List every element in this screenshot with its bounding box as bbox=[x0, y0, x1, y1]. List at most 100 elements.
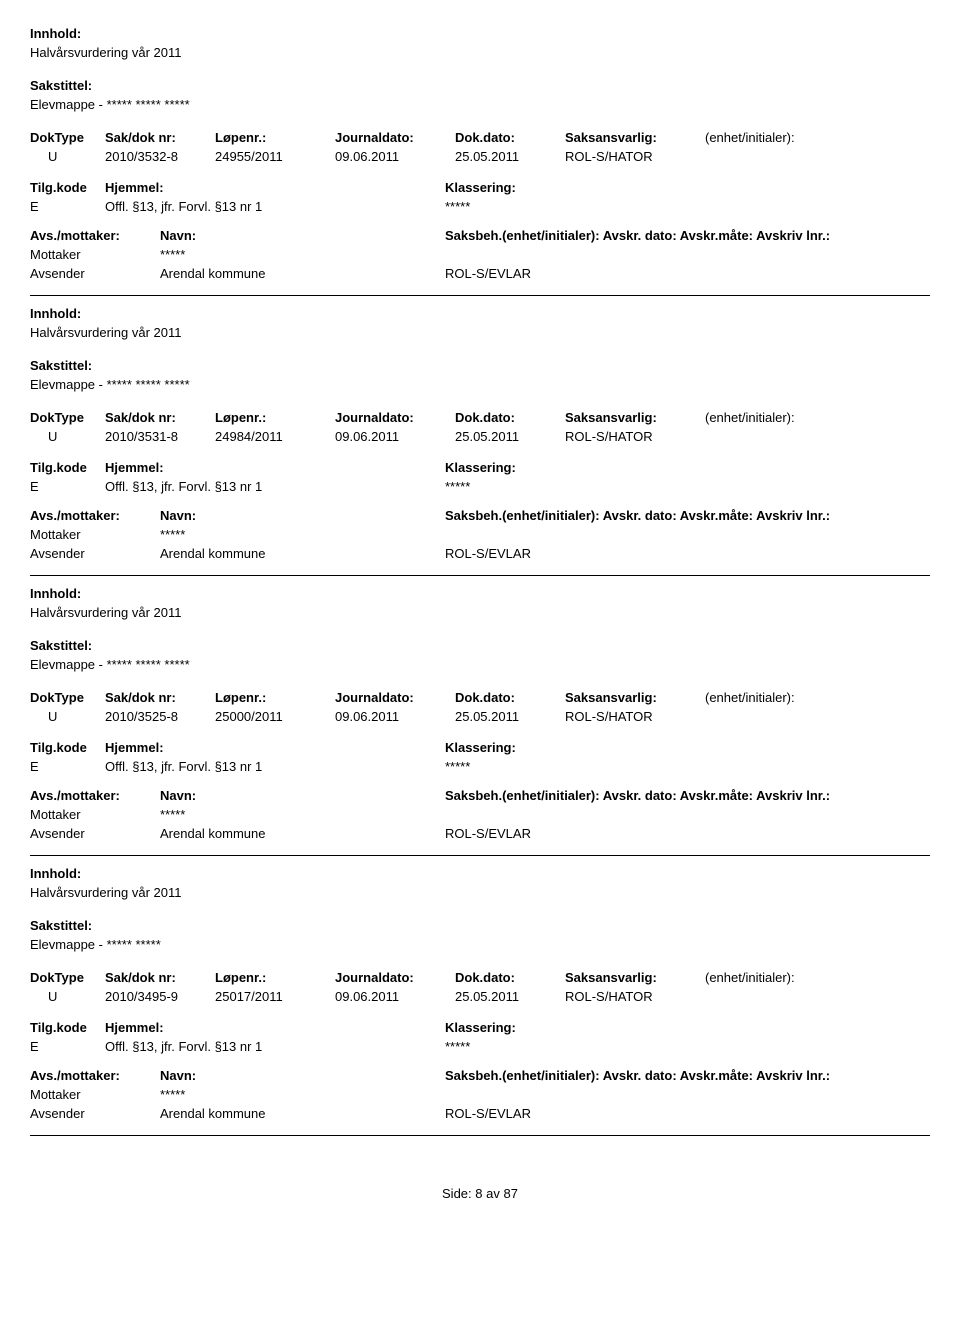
sakstittel-label: Sakstittel: bbox=[30, 358, 930, 373]
innhold-label: Innhold: bbox=[30, 586, 930, 601]
lopenr-label: Løpenr.: bbox=[215, 410, 335, 425]
lopenr-value: 25000/2011 bbox=[215, 709, 335, 724]
footer-page: 8 bbox=[475, 1186, 482, 1201]
sakdok-value: 2010/3495-9 bbox=[105, 989, 215, 1004]
dokdato-value: 25.05.2011 bbox=[455, 709, 565, 724]
lopenr-value: 24955/2011 bbox=[215, 149, 335, 164]
footer-total: 87 bbox=[504, 1186, 518, 1201]
mottaker-label: Mottaker bbox=[30, 247, 160, 262]
lopenr-label: Løpenr.: bbox=[215, 130, 335, 145]
innhold-label: Innhold: bbox=[30, 306, 930, 321]
sakstittel-value: Elevmappe - ***** ***** bbox=[30, 937, 930, 952]
klassering-value: ***** bbox=[445, 479, 930, 494]
avsender-label: Avsender bbox=[30, 1106, 160, 1121]
enhet-label: (enhet/initialer): bbox=[705, 970, 930, 985]
doktype-label: DokType bbox=[30, 970, 105, 985]
navn-label: Navn: bbox=[160, 508, 445, 523]
sakdok-value: 2010/3531-8 bbox=[105, 429, 215, 444]
lopenr-label: Løpenr.: bbox=[215, 970, 335, 985]
avsender-navn: Arendal kommune bbox=[160, 546, 445, 561]
mottaker-label: Mottaker bbox=[30, 527, 160, 542]
klassering-value: ***** bbox=[445, 1039, 930, 1054]
saksbeh-label: Saksbeh.(enhet/initialer): Avskr. dato: … bbox=[445, 228, 930, 243]
doktype-value: U bbox=[30, 429, 105, 444]
journaldato-value: 09.06.2011 bbox=[335, 989, 455, 1004]
mottaker-navn: ***** bbox=[160, 1087, 445, 1102]
avsender-kode: ROL-S/EVLAR bbox=[445, 266, 930, 281]
mottaker-navn: ***** bbox=[160, 247, 445, 262]
saksansvarlig-label: Saksansvarlig: bbox=[565, 970, 705, 985]
navn-label: Navn: bbox=[160, 228, 445, 243]
hjemmel-value: Offl. §13, jfr. Forvl. §13 nr 1 bbox=[105, 479, 445, 494]
enhet-label: (enhet/initialer): bbox=[705, 690, 930, 705]
innhold-value: Halvårsvurdering vår 2011 bbox=[30, 605, 930, 620]
doktype-value: U bbox=[30, 989, 105, 1004]
journal-record: Innhold: Halvårsvurdering vår 2011 Sakst… bbox=[30, 306, 930, 576]
page-footer: Side: 8 av 87 bbox=[30, 1186, 930, 1201]
journaldato-value: 09.06.2011 bbox=[335, 429, 455, 444]
dokdato-value: 25.05.2011 bbox=[455, 989, 565, 1004]
dokdato-label: Dok.dato: bbox=[455, 690, 565, 705]
avsender-navn: Arendal kommune bbox=[160, 1106, 445, 1121]
sakstittel-label: Sakstittel: bbox=[30, 638, 930, 653]
journal-record: Innhold: Halvårsvurdering vår 2011 Sakst… bbox=[30, 866, 930, 1136]
sakstittel-label: Sakstittel: bbox=[30, 78, 930, 93]
avsender-kode: ROL-S/EVLAR bbox=[445, 1106, 930, 1121]
sakdok-value: 2010/3525-8 bbox=[105, 709, 215, 724]
avsmottaker-label: Avs./mottaker: bbox=[30, 788, 160, 803]
dokdato-label: Dok.dato: bbox=[455, 130, 565, 145]
journaldato-label: Journaldato: bbox=[335, 130, 455, 145]
hjemmel-value: Offl. §13, jfr. Forvl. §13 nr 1 bbox=[105, 1039, 445, 1054]
saksbeh-label: Saksbeh.(enhet/initialer): Avskr. dato: … bbox=[445, 1068, 930, 1083]
mottaker-navn: ***** bbox=[160, 807, 445, 822]
navn-label: Navn: bbox=[160, 788, 445, 803]
enhet-label: (enhet/initialer): bbox=[705, 130, 930, 145]
journal-record: Innhold: Halvårsvurdering vår 2011 Sakst… bbox=[30, 26, 930, 296]
avsmottaker-label: Avs./mottaker: bbox=[30, 1068, 160, 1083]
innhold-label: Innhold: bbox=[30, 866, 930, 881]
saksansvarlig-label: Saksansvarlig: bbox=[565, 410, 705, 425]
avsender-kode: ROL-S/EVLAR bbox=[445, 826, 930, 841]
doktype-value: U bbox=[30, 709, 105, 724]
doktype-value: U bbox=[30, 149, 105, 164]
avsender-label: Avsender bbox=[30, 266, 160, 281]
doktype-label: DokType bbox=[30, 410, 105, 425]
mottaker-label: Mottaker bbox=[30, 1087, 160, 1102]
lopenr-value: 25017/2011 bbox=[215, 989, 335, 1004]
sakdok-label: Sak/dok nr: bbox=[105, 970, 215, 985]
sakstittel-value: Elevmappe - ***** ***** ***** bbox=[30, 377, 930, 392]
tilgkode-value: E bbox=[30, 759, 105, 774]
sakdok-label: Sak/dok nr: bbox=[105, 130, 215, 145]
klassering-label: Klassering: bbox=[445, 460, 930, 475]
navn-label: Navn: bbox=[160, 1068, 445, 1083]
journaldato-value: 09.06.2011 bbox=[335, 709, 455, 724]
tilgkode-value: E bbox=[30, 199, 105, 214]
lopenr-label: Løpenr.: bbox=[215, 690, 335, 705]
avsender-label: Avsender bbox=[30, 826, 160, 841]
saksansvarlig-value: ROL-S/HATOR bbox=[565, 149, 705, 164]
journaldato-label: Journaldato: bbox=[335, 970, 455, 985]
hjemmel-value: Offl. §13, jfr. Forvl. §13 nr 1 bbox=[105, 759, 445, 774]
dokdato-label: Dok.dato: bbox=[455, 970, 565, 985]
mottaker-label: Mottaker bbox=[30, 807, 160, 822]
avsender-kode: ROL-S/EVLAR bbox=[445, 546, 930, 561]
klassering-label: Klassering: bbox=[445, 740, 930, 755]
journaldato-label: Journaldato: bbox=[335, 690, 455, 705]
tilgkode-label: Tilg.kode bbox=[30, 460, 105, 475]
avsender-navn: Arendal kommune bbox=[160, 266, 445, 281]
innhold-value: Halvårsvurdering vår 2011 bbox=[30, 885, 930, 900]
dokdato-value: 25.05.2011 bbox=[455, 149, 565, 164]
avsender-navn: Arendal kommune bbox=[160, 826, 445, 841]
saksbeh-label: Saksbeh.(enhet/initialer): Avskr. dato: … bbox=[445, 788, 930, 803]
saksbeh-label: Saksbeh.(enhet/initialer): Avskr. dato: … bbox=[445, 508, 930, 523]
saksansvarlig-value: ROL-S/HATOR bbox=[565, 429, 705, 444]
avsmottaker-label: Avs./mottaker: bbox=[30, 228, 160, 243]
sakstittel-label: Sakstittel: bbox=[30, 918, 930, 933]
footer-av-label: av bbox=[486, 1186, 500, 1201]
doktype-label: DokType bbox=[30, 690, 105, 705]
klassering-label: Klassering: bbox=[445, 180, 930, 195]
lopenr-value: 24984/2011 bbox=[215, 429, 335, 444]
sakdok-label: Sak/dok nr: bbox=[105, 410, 215, 425]
tilgkode-label: Tilg.kode bbox=[30, 740, 105, 755]
tilgkode-label: Tilg.kode bbox=[30, 180, 105, 195]
